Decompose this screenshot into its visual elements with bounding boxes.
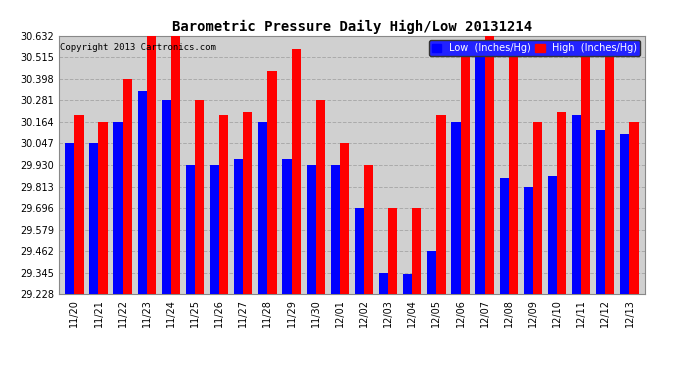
Bar (596, 130, 605, 294)
Bar (186, 165, 195, 294)
Bar (572, 115, 581, 294)
Bar (65, 143, 75, 294)
Bar (436, 115, 446, 294)
Bar (316, 100, 325, 294)
Bar (210, 165, 219, 294)
Legend: Low  (Inches/Hg), High  (Inches/Hg): Low (Inches/Hg), High (Inches/Hg) (428, 40, 640, 56)
Bar (331, 165, 340, 294)
Text: Copyright 2013 Cartronics.com: Copyright 2013 Cartronics.com (60, 44, 216, 52)
Bar (557, 111, 566, 294)
Bar (292, 49, 301, 294)
Bar (113, 122, 123, 294)
Bar (89, 143, 99, 294)
Bar (268, 71, 277, 294)
Bar (524, 187, 533, 294)
Bar (484, 36, 494, 294)
Bar (581, 57, 591, 294)
Bar (412, 208, 422, 294)
Bar (460, 57, 470, 294)
Bar (533, 122, 542, 294)
Bar (427, 251, 436, 294)
Bar (379, 273, 388, 294)
Bar (123, 79, 132, 294)
Bar (620, 134, 629, 294)
Bar (161, 100, 171, 294)
Bar (171, 36, 180, 294)
Bar (451, 122, 460, 294)
Bar (548, 176, 557, 294)
Bar (388, 208, 397, 294)
Bar (364, 165, 373, 294)
Bar (282, 159, 292, 294)
Bar (258, 122, 268, 294)
Title: Barometric Pressure Daily High/Low 20131214: Barometric Pressure Daily High/Low 20131… (172, 20, 532, 34)
Bar (355, 208, 364, 294)
Bar (244, 111, 253, 294)
Bar (500, 178, 509, 294)
Bar (605, 57, 615, 294)
Bar (137, 91, 147, 294)
Bar (509, 49, 518, 294)
Bar (195, 100, 204, 294)
Bar (306, 165, 316, 294)
Bar (475, 57, 484, 294)
Bar (99, 122, 108, 294)
Bar (147, 36, 156, 294)
Bar (340, 144, 349, 294)
Bar (75, 115, 83, 294)
Bar (234, 159, 244, 294)
Bar (219, 115, 228, 294)
Bar (403, 274, 412, 294)
Bar (629, 122, 639, 294)
